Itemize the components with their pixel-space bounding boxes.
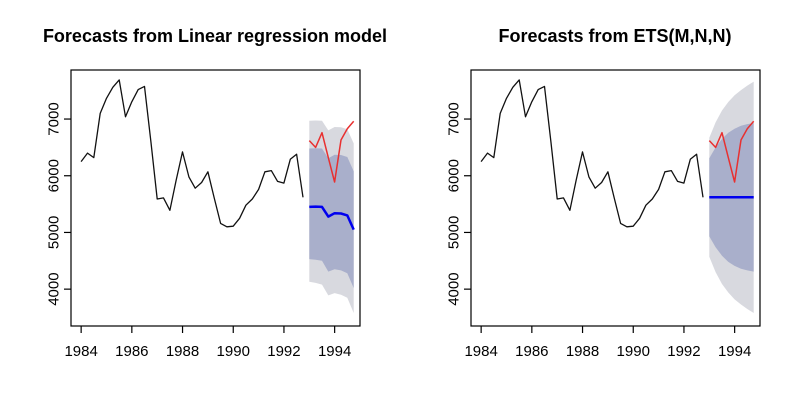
linear-regression-chart: Forecasts from Linear regression model 1… xyxy=(43,26,387,360)
x-tick-label: 1994 xyxy=(318,343,351,360)
confidence-band-80 xyxy=(309,148,354,288)
x-tick-label: 1986 xyxy=(515,343,548,360)
x-tick-label: 1984 xyxy=(464,343,497,360)
x-tick-label: 1988 xyxy=(566,343,599,360)
x-tick-label: 1990 xyxy=(217,343,250,360)
actual-line xyxy=(308,120,355,183)
x-tick-label: 1994 xyxy=(718,343,751,360)
actual-line xyxy=(708,120,755,183)
x-tick-label: 1986 xyxy=(115,343,148,360)
ets-chart: Forecasts from ETS(M,N,N) 1984 1986 1988 19… xyxy=(446,26,761,360)
y-tick-label: 7000 xyxy=(446,102,463,135)
x-tick-label: 1990 xyxy=(617,343,650,360)
x-tick-label: 1992 xyxy=(267,343,300,360)
chart-title: Forecasts from Linear regression model xyxy=(43,26,387,46)
plot-area: 1984 1986 1988 1990 1992 1994 4000 5000 6000 7000 xyxy=(46,69,361,360)
x-tick-label: 1988 xyxy=(166,343,199,360)
panel-ets-forecast: Forecasts from ETS(M,N,N) 1984 1986 1988 19… xyxy=(400,0,800,416)
plot-border xyxy=(70,69,361,327)
y-tick-label: 5000 xyxy=(46,216,63,249)
historical-line xyxy=(80,79,304,228)
panel-linear-regression-forecast: Forecasts from Linear regression model 1… xyxy=(43,26,387,360)
y-tick-label: 6000 xyxy=(446,159,463,192)
plot-border xyxy=(470,69,761,327)
x-tick-label: 1984 xyxy=(64,343,97,360)
forecast-mean-line xyxy=(309,205,355,231)
y-tick-label: 5000 xyxy=(446,216,463,249)
y-tick-label: 7000 xyxy=(46,102,63,135)
plot-area: 1984 1986 1988 1990 1992 1994 4000 5000 6000 7000 xyxy=(446,69,761,360)
x-tick-label: 1992 xyxy=(667,343,700,360)
historical-line xyxy=(480,79,704,228)
y-tick-label: 6000 xyxy=(46,159,63,192)
chart-title: Forecasts from ETS(M,N,N) xyxy=(498,26,731,46)
y-tick-label: 4000 xyxy=(46,272,63,305)
y-tick-label: 4000 xyxy=(446,272,463,305)
